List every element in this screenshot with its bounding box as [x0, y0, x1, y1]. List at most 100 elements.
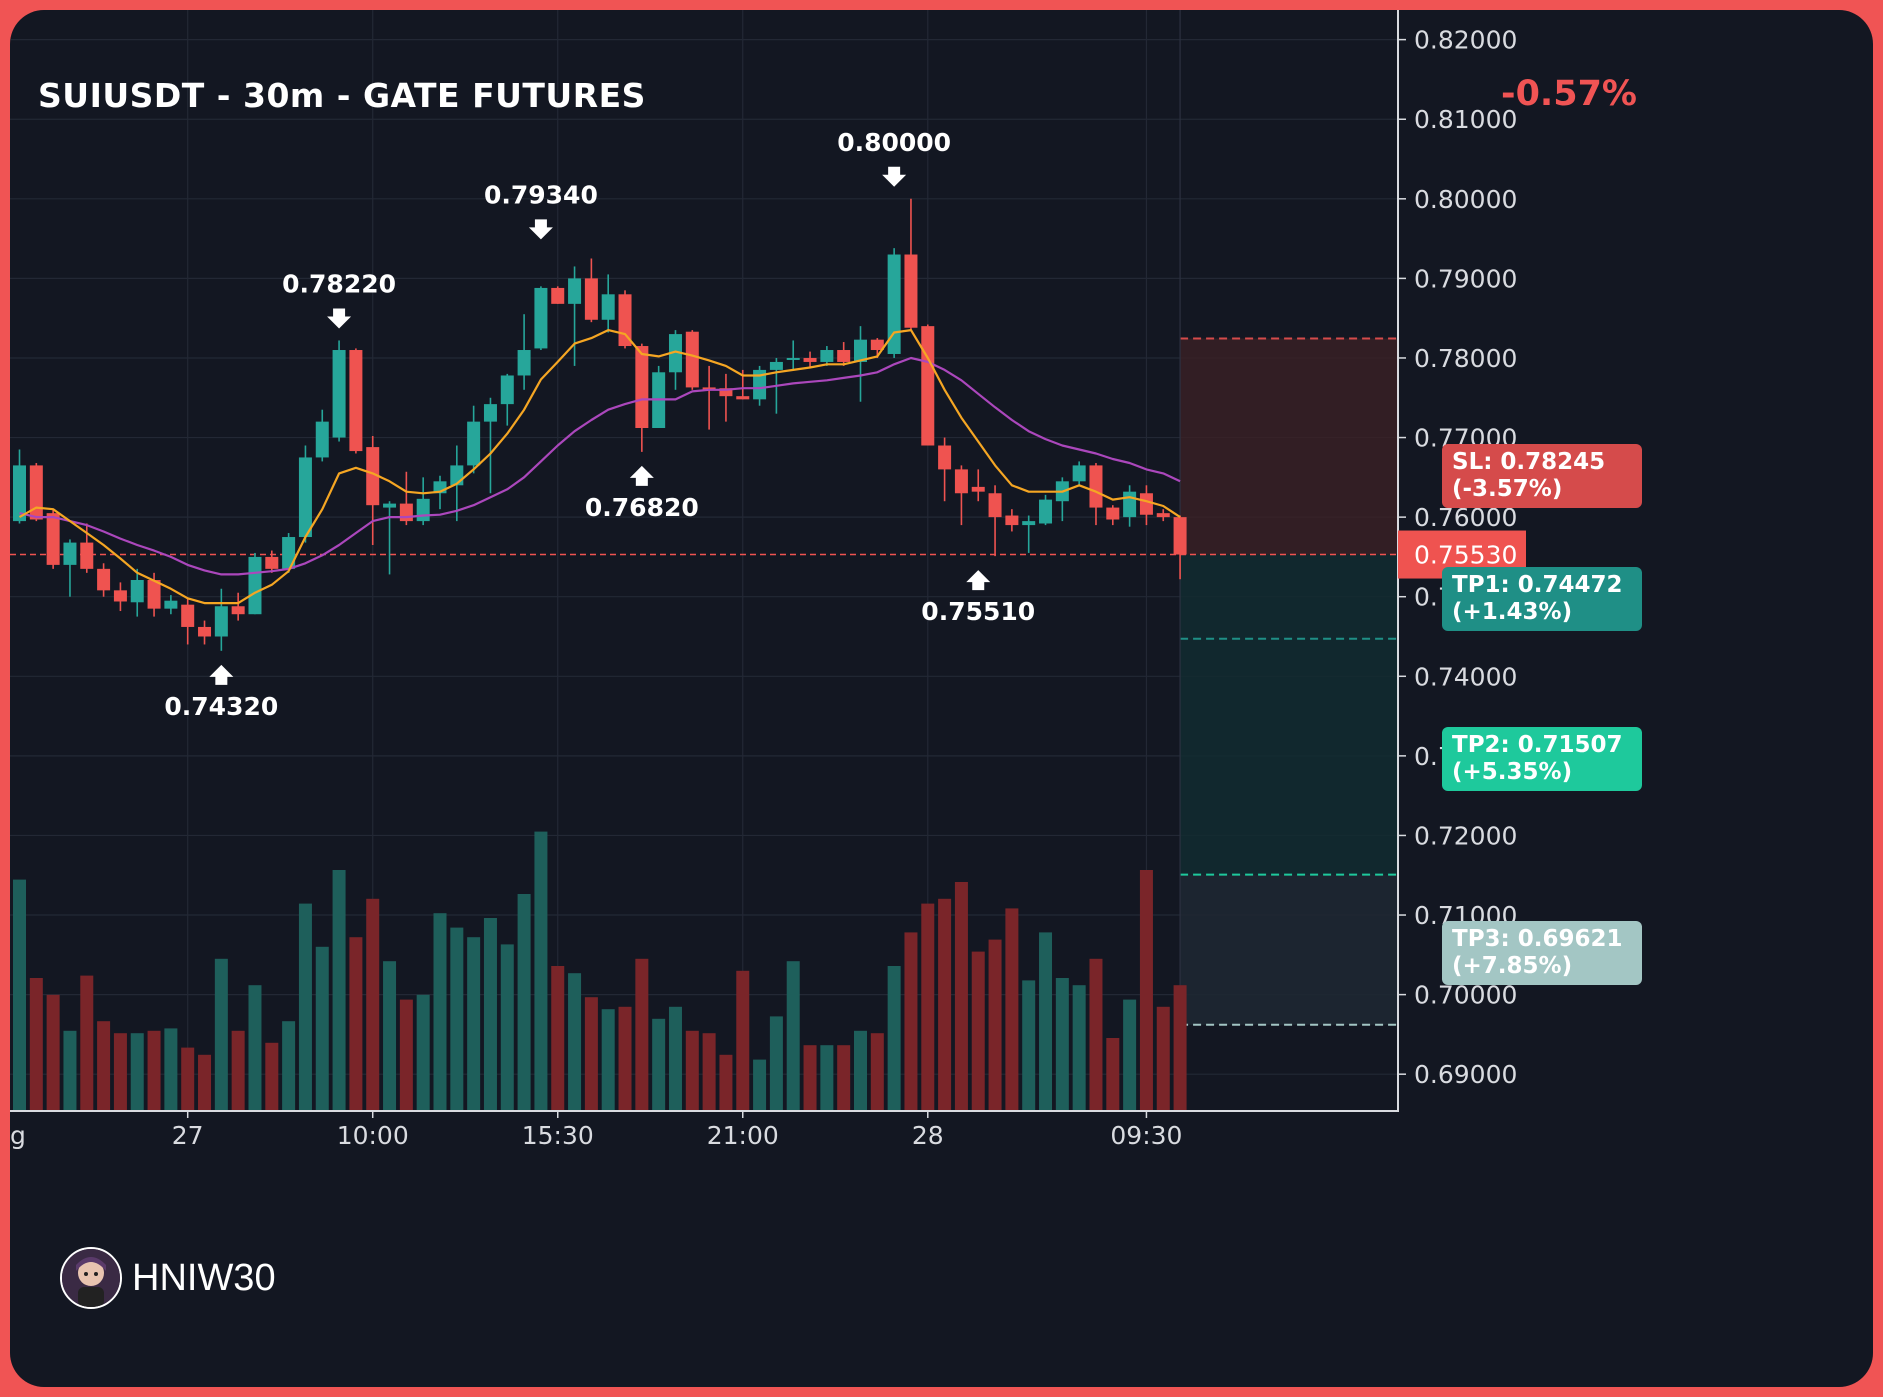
candle-body [803, 357, 817, 362]
volume-bar [63, 1030, 77, 1110]
candle-body [702, 387, 716, 390]
volume-bar [349, 937, 363, 1110]
volume-bar [147, 1030, 161, 1110]
candle-body [164, 600, 178, 609]
candle-body [685, 331, 699, 388]
take-profit-2-badge: TP2: 0.71507 (+5.35%) [1442, 726, 1642, 791]
candle-body [198, 626, 212, 637]
volume-bar [1022, 980, 1036, 1110]
candle-body [315, 421, 329, 458]
candle-body [298, 457, 312, 538]
volume-bar [113, 1033, 127, 1110]
candle-body [433, 481, 447, 494]
volume-bar [837, 1045, 851, 1110]
candle-body [231, 606, 245, 615]
volume-bar [1139, 870, 1153, 1110]
candle-body [1123, 491, 1137, 518]
candles [13, 198, 1187, 651]
y-tick-label: 0.80000 [1414, 185, 1517, 214]
candle-body [854, 339, 867, 362]
brand: HNIW30 [60, 1247, 276, 1309]
candle-body [921, 326, 935, 446]
candle-body [635, 346, 649, 428]
chart-title: SUIUSDT - 30m - GATE FUTURES [38, 76, 646, 115]
candle-body [248, 556, 262, 615]
x-tick-label: 15:30 [522, 1121, 594, 1150]
candle-body [971, 486, 985, 492]
y-tick-label: 0.81000 [1414, 105, 1517, 134]
arrow-down-icon [528, 219, 553, 240]
volume-bar [248, 985, 262, 1110]
candle-body [769, 361, 783, 370]
volume-bar [685, 1030, 699, 1110]
volume-bar [971, 951, 985, 1110]
volume-bar [282, 1021, 296, 1110]
price-chart[interactable]: 0.74320 0.78220 0.79340 0.76820 0.80000 0.755… [10, 10, 1873, 1387]
volume-bar [618, 1006, 632, 1110]
y-tick-label: 0.72000 [1414, 821, 1517, 850]
volume-bar [753, 1059, 767, 1110]
volume-bar [1173, 985, 1187, 1110]
volume-bar [870, 1033, 884, 1110]
candle-body [80, 542, 94, 569]
candle-body [97, 568, 111, 591]
candle-body [736, 396, 750, 400]
y-tick-label: 0.79000 [1414, 264, 1517, 293]
pivot-high-label: 0.79340 [484, 180, 598, 209]
candle-body [1106, 507, 1120, 520]
volume-bar [921, 903, 935, 1110]
candle-body [349, 350, 363, 452]
candle-body [265, 556, 279, 569]
volume-bar [80, 975, 94, 1110]
take-profit-1-percent: (+1.43%) [1452, 598, 1573, 625]
y-tick-label: 0.70000 [1414, 981, 1517, 1010]
volume-bar [399, 999, 413, 1110]
candle-body [601, 294, 615, 320]
x-tick-label: g [10, 1121, 26, 1150]
candle-body [500, 375, 514, 405]
volume-bar [1072, 985, 1086, 1110]
avatar [60, 1247, 122, 1309]
stop-loss-percent: (-3.57%) [1452, 476, 1563, 503]
candle-body [13, 465, 26, 522]
y-tick-label: 0.82000 [1414, 26, 1517, 55]
stop-loss-badge: SL: 0.78245 (-3.57%) [1442, 444, 1642, 509]
volume-bar [13, 879, 26, 1110]
take-profit-3-percent: (+7.85%) [1452, 953, 1573, 980]
pivot-low-label: 0.74320 [164, 692, 278, 721]
take-profit-3-label: TP3: 0.69621 [1452, 926, 1623, 953]
candle-body [181, 604, 195, 627]
current-price-label: 0.75530 [1414, 541, 1517, 570]
volume-bar [820, 1045, 834, 1110]
volume-bar [517, 894, 531, 1110]
candle-body [1039, 499, 1053, 524]
volume-bar [265, 1042, 279, 1110]
volume-bar [198, 1054, 212, 1110]
volume-bar [769, 1016, 783, 1110]
candle-body [1156, 513, 1170, 518]
volume-bar [803, 1045, 817, 1110]
stop-loss-label: SL: 0.78245 [1452, 449, 1606, 476]
candle-body [904, 254, 918, 328]
volume-bar [988, 939, 1002, 1110]
volume-bar [433, 913, 447, 1110]
candle-body [837, 350, 851, 362]
candle-body [366, 447, 380, 506]
candle-body [584, 278, 598, 320]
x-tick-label: 28 [912, 1121, 944, 1150]
volume-bar [164, 1028, 178, 1110]
y-tick-label: 0.69000 [1414, 1060, 1517, 1089]
candle-body [1173, 517, 1187, 555]
candle-body [719, 388, 733, 397]
candle-body [534, 287, 548, 349]
volume-bar [786, 961, 800, 1110]
x-tick-label: 27 [172, 1121, 204, 1150]
price-change: -0.57% [1501, 74, 1637, 114]
pivot-high-label: 0.80000 [837, 128, 951, 157]
volume-bar [29, 978, 43, 1110]
candle-body [483, 404, 497, 422]
candle-body [63, 542, 77, 565]
volume-bar [1106, 1038, 1120, 1110]
candle-body [1022, 521, 1036, 526]
candle-body [517, 350, 531, 376]
